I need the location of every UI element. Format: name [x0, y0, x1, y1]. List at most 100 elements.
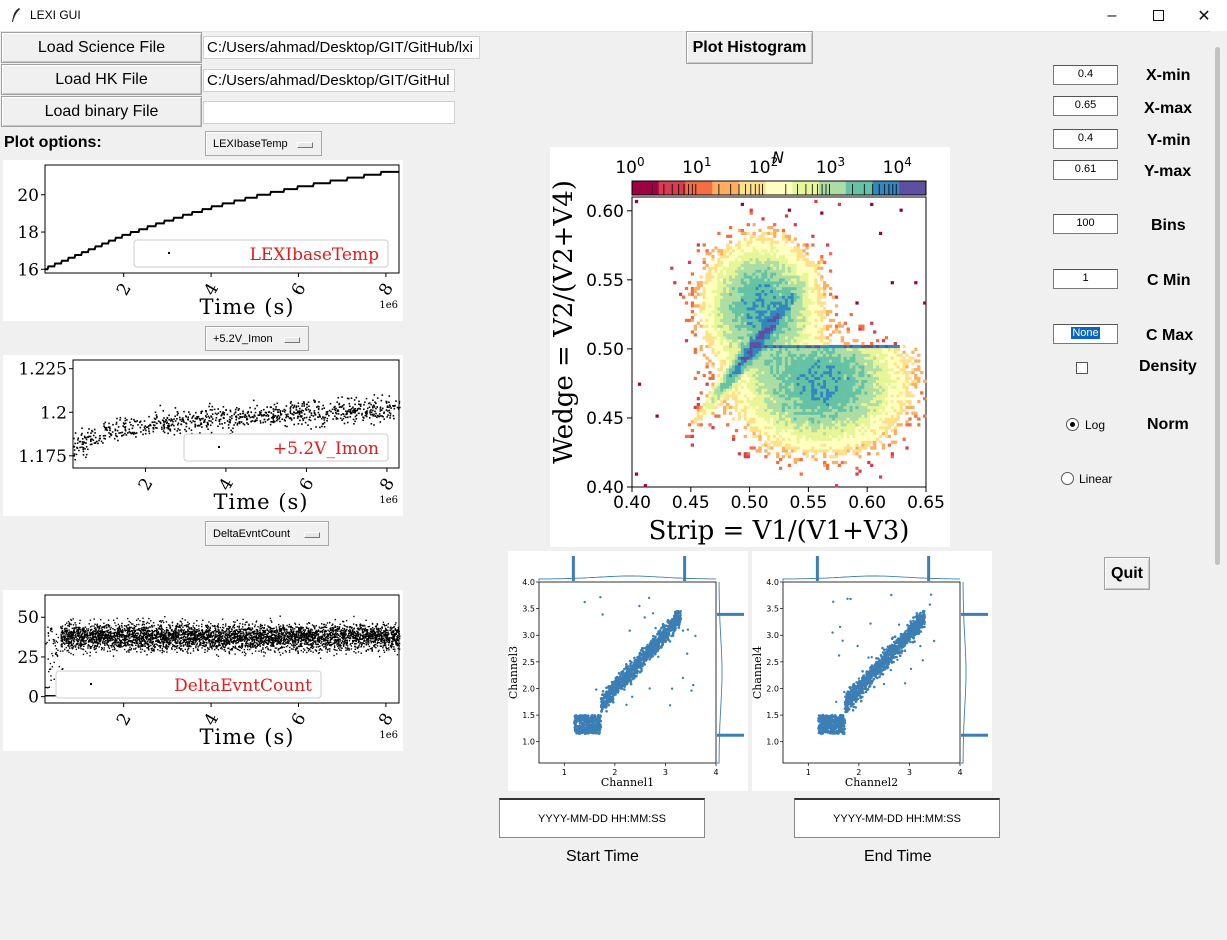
data-point: [322, 628, 325, 631]
data-point: [335, 630, 337, 632]
data-point: [369, 630, 372, 632]
data-point: [266, 419, 269, 421]
y-tick-label: 18: [17, 223, 39, 243]
data-point: [330, 631, 333, 633]
plot-option-menu-1[interactable]: LEXIbaseTemp: [205, 131, 322, 156]
data-point: [123, 627, 126, 630]
data-point: [332, 631, 334, 633]
data-point: [397, 639, 399, 641]
data-point: [346, 639, 348, 641]
data-point: [281, 632, 283, 634]
data-point: [210, 631, 212, 634]
data-point: [313, 633, 315, 635]
data-point: [169, 626, 172, 629]
data-point: [290, 417, 292, 420]
data-point: [351, 629, 354, 631]
data-point: [212, 640, 214, 643]
data-point: [113, 629, 116, 631]
data-point: [108, 426, 111, 429]
data-point: [294, 642, 296, 644]
data-point: [241, 644, 244, 647]
data-point: [272, 420, 275, 422]
data-point: [363, 646, 365, 648]
data-point: [305, 634, 307, 636]
data-point: [349, 628, 351, 631]
data-point: [177, 642, 179, 644]
binary-file-path-field[interactable]: [203, 101, 455, 124]
data-point: [220, 647, 222, 650]
data-point: [333, 633, 335, 635]
data-point: [334, 638, 337, 641]
data-point: [107, 635, 110, 637]
data-point: [378, 642, 380, 644]
hk-file-path-field[interactable]: C:/Users/ahmad/Desktop/GIT/GitHul: [203, 69, 455, 92]
data-point: [146, 637, 149, 639]
data-point: [77, 628, 79, 631]
data-point: [385, 636, 387, 638]
data-point: [126, 644, 129, 646]
data-point: [221, 423, 223, 425]
data-point: [77, 646, 80, 648]
data-point: [242, 636, 244, 638]
data-point: [332, 633, 334, 636]
data-point: [137, 636, 140, 639]
data-point: [323, 407, 325, 409]
data-point: [203, 645, 205, 647]
data-point: [290, 634, 292, 636]
plot-option-menu-2[interactable]: +5.2V_Imon: [205, 326, 309, 351]
data-point: [293, 643, 295, 645]
data-point: [194, 636, 196, 639]
data-point: [135, 619, 138, 621]
data-point: [207, 648, 209, 650]
data-point: [355, 652, 357, 654]
data-point: [315, 629, 318, 632]
load-hk-file-button[interactable]: Load HK File: [1, 64, 202, 95]
data-point: [260, 649, 262, 652]
data-point: [243, 415, 246, 418]
close-button[interactable]: ✕: [1197, 7, 1211, 25]
data-point: [173, 639, 175, 641]
data-point: [132, 645, 134, 647]
data-point: [213, 624, 216, 627]
data-point: [227, 634, 230, 636]
data-point: [309, 419, 312, 422]
science-file-path-field[interactable]: C:/Users/ahmad/Desktop/GIT/GitHub/lxi: [203, 36, 480, 59]
data-point: [85, 633, 87, 635]
data-point: [298, 413, 301, 416]
load-binary-file-button[interactable]: Load binary File: [1, 96, 202, 127]
data-point: [284, 649, 287, 652]
data-point: [202, 636, 205, 638]
data-point: [171, 648, 173, 650]
data-point: [319, 636, 321, 638]
data-point: [322, 404, 324, 407]
data-point: [396, 654, 399, 656]
data-point: [159, 645, 161, 647]
data-point: [163, 636, 165, 638]
data-point: [92, 633, 95, 635]
data-point: [346, 647, 348, 649]
load-science-file-button[interactable]: Load Science File: [1, 32, 202, 63]
data-point: [286, 639, 289, 641]
data-point: [377, 638, 379, 640]
data-point: [253, 414, 256, 416]
data-point: [391, 636, 394, 638]
data-point: [148, 622, 150, 625]
data-point: [130, 424, 132, 426]
data-point: [233, 413, 235, 416]
data-point: [268, 411, 271, 413]
data-point: [194, 641, 196, 644]
data-point: [394, 629, 396, 631]
data-point: [365, 412, 367, 415]
data-point: [243, 637, 246, 640]
data-point: [214, 643, 216, 645]
minimize-button[interactable]: –: [1107, 6, 1117, 24]
maximize-button[interactable]: [1135, 0, 1181, 31]
data-point: [126, 636, 128, 638]
data-point: [302, 417, 304, 420]
data-point: [200, 643, 202, 645]
plot-option-menu-3[interactable]: DeltaEvntCount: [205, 521, 329, 546]
data-point: [367, 642, 369, 644]
data-point: [292, 633, 294, 635]
data-point: [252, 639, 254, 642]
data-point: [232, 642, 234, 645]
